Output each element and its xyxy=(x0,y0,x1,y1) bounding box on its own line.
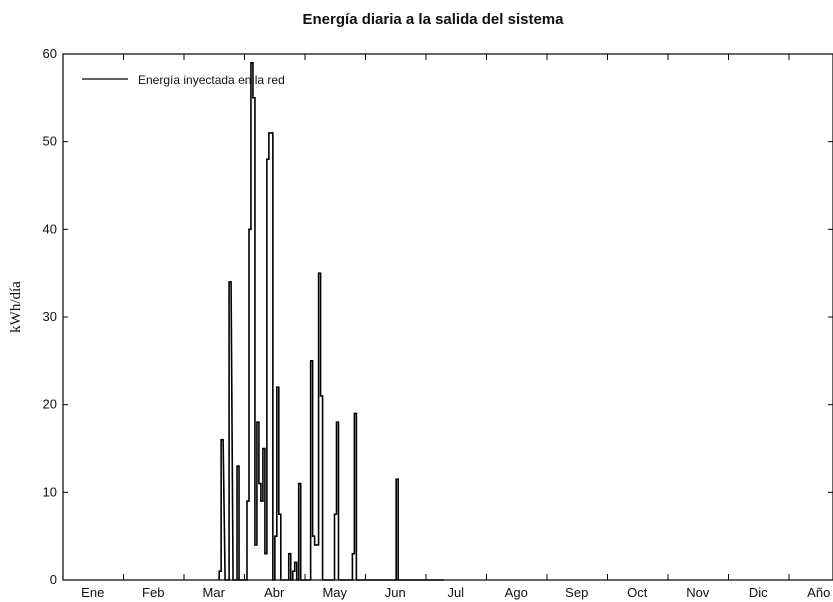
data-bar xyxy=(354,413,356,580)
data-bar xyxy=(335,514,337,580)
data-bar xyxy=(352,554,354,580)
data-bar xyxy=(253,98,255,580)
series-line xyxy=(218,61,444,581)
data-bar xyxy=(295,562,297,580)
x-tick-label: Ene xyxy=(81,585,104,600)
data-bar xyxy=(269,133,271,580)
series-group xyxy=(218,61,444,581)
y-tick-label: 10 xyxy=(43,484,57,499)
data-bar xyxy=(299,484,301,580)
x-tick-label: Ago xyxy=(505,585,528,600)
x-axis: Ene Feb Mar Abr May Jun Jul Ago Sep Oct Nov Dic Año xyxy=(81,54,830,600)
data-bar xyxy=(219,571,221,580)
x-tick-label: Nov xyxy=(686,585,710,600)
data-bar xyxy=(313,536,315,580)
x-tick-label: May xyxy=(322,585,347,600)
legend-label: Energía inyectada en la red xyxy=(138,73,285,87)
data-bar xyxy=(336,422,338,580)
data-bar xyxy=(263,449,265,581)
data-bar xyxy=(315,545,317,580)
data-bar xyxy=(259,484,261,580)
y-tick-label: 50 xyxy=(43,134,57,149)
data-bar xyxy=(396,479,398,580)
y-tick-label: 30 xyxy=(43,309,57,324)
data-bar xyxy=(317,545,319,580)
data-bar xyxy=(237,466,239,580)
x-tick-label: Año xyxy=(807,585,830,600)
y-tick-label: 20 xyxy=(43,397,57,412)
x-tick-label: Oct xyxy=(627,585,648,600)
x-tick-label: Abr xyxy=(264,585,285,600)
data-bar xyxy=(251,63,253,580)
data-bar xyxy=(221,440,223,580)
data-bar xyxy=(277,387,279,580)
y-axis-label: kWh/día xyxy=(8,281,24,333)
data-bar xyxy=(279,514,281,580)
data-bar xyxy=(261,501,263,580)
y-tick-label: 0 xyxy=(50,572,57,587)
plot-area-frame xyxy=(62,53,833,581)
y-axis: 0 10 20 30 40 50 60 xyxy=(43,46,833,587)
x-tick-label: Mar xyxy=(203,585,226,600)
data-bar xyxy=(229,282,231,580)
x-tick-label: Feb xyxy=(142,585,164,600)
data-bar xyxy=(319,273,321,580)
x-tick-label: Sep xyxy=(565,585,588,600)
data-bar xyxy=(267,159,269,580)
data-bar xyxy=(257,422,259,580)
data-bar xyxy=(255,545,257,580)
data-bar xyxy=(311,361,313,580)
data-bar xyxy=(293,571,295,580)
x-tick-label: Dic xyxy=(749,585,768,600)
x-tick-label: Jun xyxy=(385,585,406,600)
data-bar xyxy=(321,396,323,580)
chart-title: Energía diaria a la salida del sistema xyxy=(303,11,565,28)
data-bar xyxy=(275,536,277,580)
data-bar xyxy=(249,229,251,580)
y-tick-label: 60 xyxy=(43,46,57,61)
data-bar xyxy=(247,501,249,580)
data-bar xyxy=(265,554,267,580)
data-bar xyxy=(289,554,291,580)
legend: Energía inyectada en la red xyxy=(82,73,285,87)
y-tick-label: 40 xyxy=(43,221,57,236)
x-tick-label: Jul xyxy=(447,585,464,600)
data-bar xyxy=(271,133,273,580)
